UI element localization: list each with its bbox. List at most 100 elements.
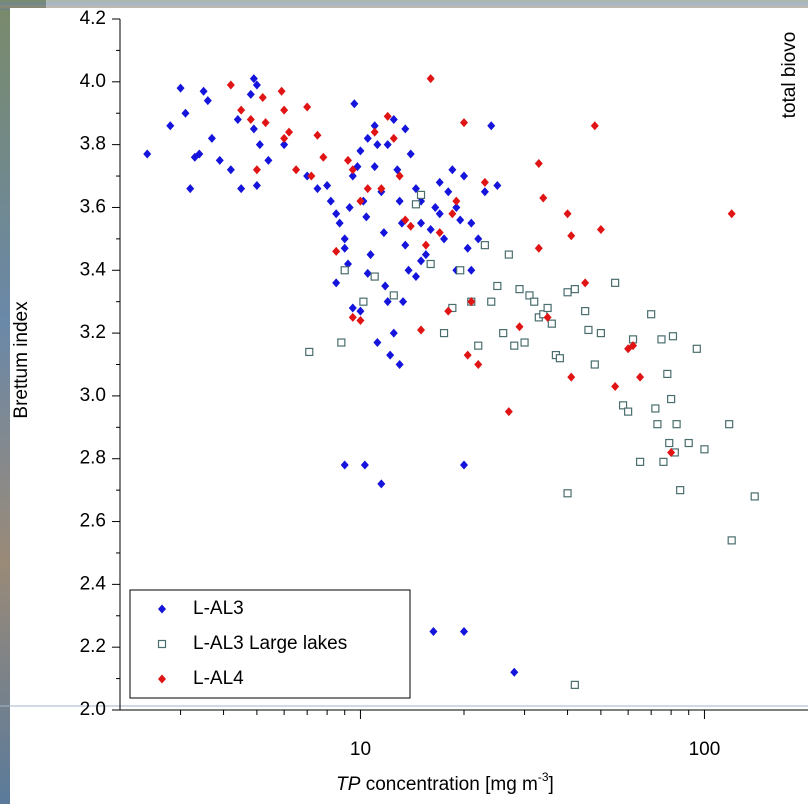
point: [417, 256, 426, 266]
point: [467, 297, 476, 307]
point: [280, 140, 289, 150]
point: [421, 240, 430, 250]
point: [611, 278, 620, 287]
point: [444, 306, 453, 316]
point: [199, 86, 208, 96]
point: [332, 209, 341, 219]
point: [727, 536, 736, 545]
point: [326, 196, 335, 206]
point: [667, 394, 676, 404]
point: [667, 447, 676, 457]
point: [431, 202, 440, 212]
point: [401, 215, 410, 225]
y-tick-label: 2.0: [80, 699, 106, 720]
point: [285, 127, 294, 137]
point: [277, 86, 286, 96]
y-tick-label: 2.4: [80, 573, 107, 594]
point: [416, 190, 426, 199]
point: [386, 350, 395, 360]
point: [186, 184, 195, 194]
point: [563, 489, 572, 498]
point: [313, 130, 322, 140]
point: [539, 193, 548, 203]
y-tick-label: 2.2: [80, 636, 106, 657]
point: [467, 265, 476, 275]
point: [596, 224, 605, 234]
point: [530, 297, 539, 306]
y-tick-label: 4.0: [80, 71, 106, 92]
point: [534, 158, 543, 168]
point: [395, 171, 404, 181]
x-axis-label: TP concentration [mg m-3]: [336, 770, 554, 795]
point: [474, 360, 483, 369]
point: [570, 680, 579, 689]
point: [515, 285, 524, 294]
point: [404, 265, 413, 275]
point: [363, 184, 372, 194]
point: [348, 312, 357, 322]
point: [499, 328, 508, 338]
point: [343, 155, 352, 165]
point: [581, 278, 590, 288]
point: [366, 250, 375, 260]
point: [750, 492, 759, 501]
point: [258, 93, 267, 103]
x-axis-label-italic: TP: [336, 774, 361, 795]
point: [356, 196, 365, 206]
point: [335, 218, 344, 228]
point: [411, 200, 421, 209]
point: [474, 234, 483, 244]
point: [692, 344, 701, 353]
point: [426, 74, 435, 84]
point: [215, 155, 224, 165]
point: [246, 115, 255, 125]
y-tick-label: 3.2: [80, 322, 106, 343]
point: [480, 177, 489, 187]
point: [233, 115, 242, 125]
legend-label: L-AL3: [193, 598, 244, 619]
point: [653, 420, 662, 429]
point: [426, 259, 435, 269]
point: [581, 307, 590, 316]
point: [348, 165, 357, 175]
point: [362, 212, 371, 222]
point: [389, 328, 398, 338]
x-tick-label: 10: [350, 739, 371, 760]
point: [657, 335, 666, 344]
point: [249, 74, 258, 84]
point: [340, 234, 349, 244]
point: [456, 266, 465, 275]
point: [493, 281, 502, 291]
y-tick-label: 3.8: [80, 134, 106, 155]
y-tick-label: 2.8: [80, 448, 106, 469]
point: [590, 121, 599, 131]
point: [181, 108, 190, 118]
point: [249, 124, 258, 134]
point: [520, 338, 529, 347]
point: [356, 306, 365, 316]
point: [303, 171, 312, 181]
point: [417, 218, 426, 228]
point: [487, 297, 496, 306]
point: [406, 221, 415, 231]
point: [700, 445, 709, 454]
point: [448, 209, 457, 219]
point: [543, 312, 552, 322]
legend-marker: [158, 674, 166, 684]
y-axis-label: Brettum index: [11, 301, 32, 419]
point: [166, 121, 175, 131]
point: [395, 196, 404, 206]
point: [429, 626, 438, 636]
point: [463, 243, 472, 253]
y-tick-label: 2.6: [80, 511, 106, 532]
point: [280, 133, 289, 143]
point: [303, 102, 312, 112]
legend-marker: [158, 604, 166, 614]
point: [665, 438, 674, 448]
point: [399, 297, 408, 307]
point: [226, 165, 235, 175]
point: [684, 438, 693, 448]
point: [359, 297, 368, 306]
point: [195, 149, 204, 159]
